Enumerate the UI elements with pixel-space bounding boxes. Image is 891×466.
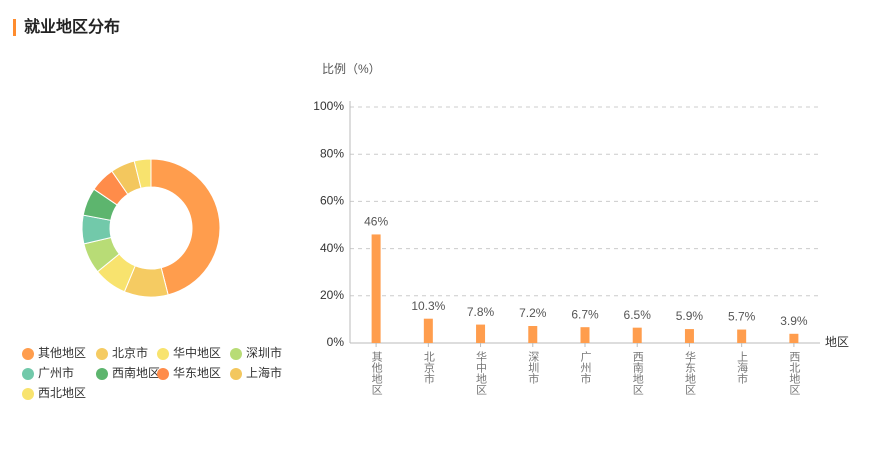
bar (580, 327, 590, 343)
bar (371, 234, 381, 343)
legend-label: 华中地区 (173, 345, 221, 360)
x-axis-label: 地区 (825, 335, 849, 349)
value-label: 6.7% (571, 307, 599, 321)
y-tick-label: 100% (313, 99, 344, 113)
y-tick-label: 0% (327, 335, 345, 349)
x-tick-label: 上海市 (736, 351, 749, 385)
legend-label: 西北地区 (38, 386, 86, 400)
value-label: 3.9% (780, 314, 808, 328)
legend-label: 华东地区 (173, 366, 221, 380)
legend-swatch (157, 368, 169, 380)
value-label: 10.3% (411, 299, 445, 313)
legend-label: 深圳市 (246, 345, 282, 360)
x-tick-label: 其他地区 (370, 351, 383, 395)
x-tick-label: 西北地区 (788, 351, 801, 395)
legend-swatch (157, 348, 169, 360)
x-tick-label: 广州市 (579, 351, 592, 385)
x-tick-label: 华中地区 (475, 350, 488, 395)
section-title: 就业地区分布 (24, 17, 120, 36)
legend-swatch (22, 368, 34, 380)
y-tick-label: 20% (320, 288, 344, 302)
bar (423, 318, 433, 343)
value-label: 6.5% (624, 308, 652, 322)
bar (632, 327, 642, 343)
legend-label: 上海市 (246, 365, 282, 380)
x-tick-label: 西南地区 (631, 351, 644, 395)
legend-label: 北京市 (112, 345, 148, 360)
legend-label: 西南地区 (112, 365, 160, 380)
bar (789, 333, 799, 343)
legend-swatch (230, 348, 242, 360)
donut-segment (150, 158, 221, 296)
legend-swatch (22, 388, 34, 400)
donut-segment (133, 158, 152, 189)
y-axis-label: 比例（%） (322, 62, 381, 76)
bar (476, 324, 486, 343)
value-label: 7.8% (467, 305, 495, 319)
legend-swatch (230, 368, 242, 380)
legend-swatch (96, 348, 108, 360)
y-tick-label: 40% (320, 241, 344, 255)
legend-swatch (22, 348, 34, 360)
legend-label: 广州市 (38, 365, 74, 380)
title-marker (13, 19, 16, 36)
x-tick-label: 北京市 (422, 351, 435, 385)
bar (737, 329, 747, 343)
x-tick-label: 深圳市 (527, 351, 540, 385)
y-tick-label: 80% (320, 146, 344, 160)
bar (528, 326, 538, 343)
x-tick-label: 华东地区 (683, 350, 696, 395)
value-label: 46% (364, 215, 388, 229)
bar (684, 329, 694, 343)
value-label: 7.2% (519, 306, 547, 320)
value-label: 5.7% (728, 310, 756, 324)
y-tick-label: 60% (320, 194, 344, 208)
value-label: 5.9% (676, 309, 704, 323)
legend-label: 其他地区 (38, 346, 86, 360)
legend-swatch (96, 368, 108, 380)
